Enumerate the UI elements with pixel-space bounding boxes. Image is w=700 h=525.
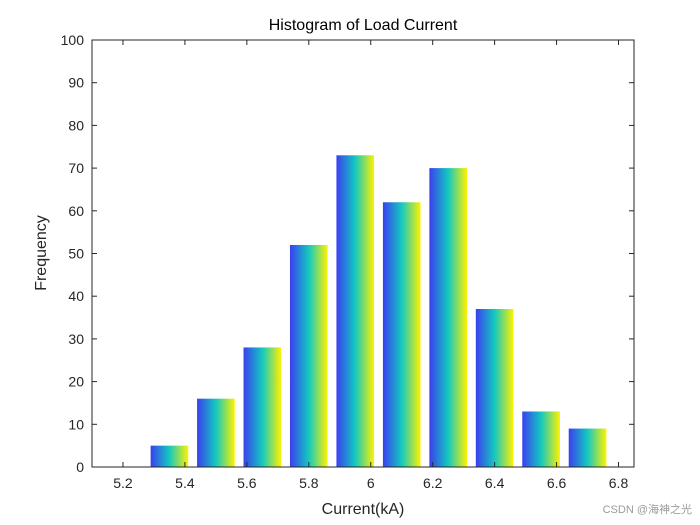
y-tick-label: 20 xyxy=(68,374,84,390)
x-tick-label: 6.8 xyxy=(609,475,629,491)
y-tick-label: 90 xyxy=(68,75,84,91)
x-tick-label: 5.2 xyxy=(113,475,133,491)
y-tick-label: 100 xyxy=(61,32,85,48)
x-tick-label: 5.4 xyxy=(175,475,195,491)
watermark: CSDN @海神之光 xyxy=(602,504,692,516)
histogram-bar xyxy=(382,202,421,467)
x-tick-label: 5.6 xyxy=(237,475,257,491)
axis-ticks: 5.2 5.4 5.6 5.8 6 6.2 6.4 6.6 6.8 0 10 20 30 40 50 60 70… xyxy=(61,32,634,491)
histogram-bar xyxy=(522,411,560,467)
histogram-bar xyxy=(568,428,607,467)
y-tick-label: 0 xyxy=(76,459,84,475)
chart-title: Histogram of Load Current xyxy=(269,17,458,34)
x-tick-label: 5.8 xyxy=(299,475,319,491)
histogram-bar xyxy=(336,155,375,468)
bars xyxy=(150,155,607,468)
x-tick-label: 6.4 xyxy=(485,475,505,491)
y-tick-label: 70 xyxy=(68,160,84,176)
y-tick-label: 10 xyxy=(68,416,84,432)
y-tick-label: 50 xyxy=(68,246,84,262)
histogram-bar xyxy=(429,168,467,467)
x-tick-label: 6.2 xyxy=(423,475,443,491)
y-tick-label: 40 xyxy=(68,288,84,304)
x-tick-label: 6 xyxy=(367,475,375,491)
y-tick-label: 30 xyxy=(68,331,84,347)
plot-frame xyxy=(91,39,635,468)
y-tick-label: 80 xyxy=(68,117,84,133)
x-tick-label: 6.6 xyxy=(547,475,567,491)
histogram-bar xyxy=(243,347,282,467)
y-axis-label: Frequency xyxy=(33,215,50,291)
y-tick-label: 60 xyxy=(68,203,84,219)
histogram-bar xyxy=(197,398,235,467)
histogram-bar xyxy=(150,445,189,467)
histogram-bar xyxy=(475,309,514,467)
x-axis-label: Current(kA) xyxy=(322,501,405,518)
histogram-bar xyxy=(289,244,328,467)
